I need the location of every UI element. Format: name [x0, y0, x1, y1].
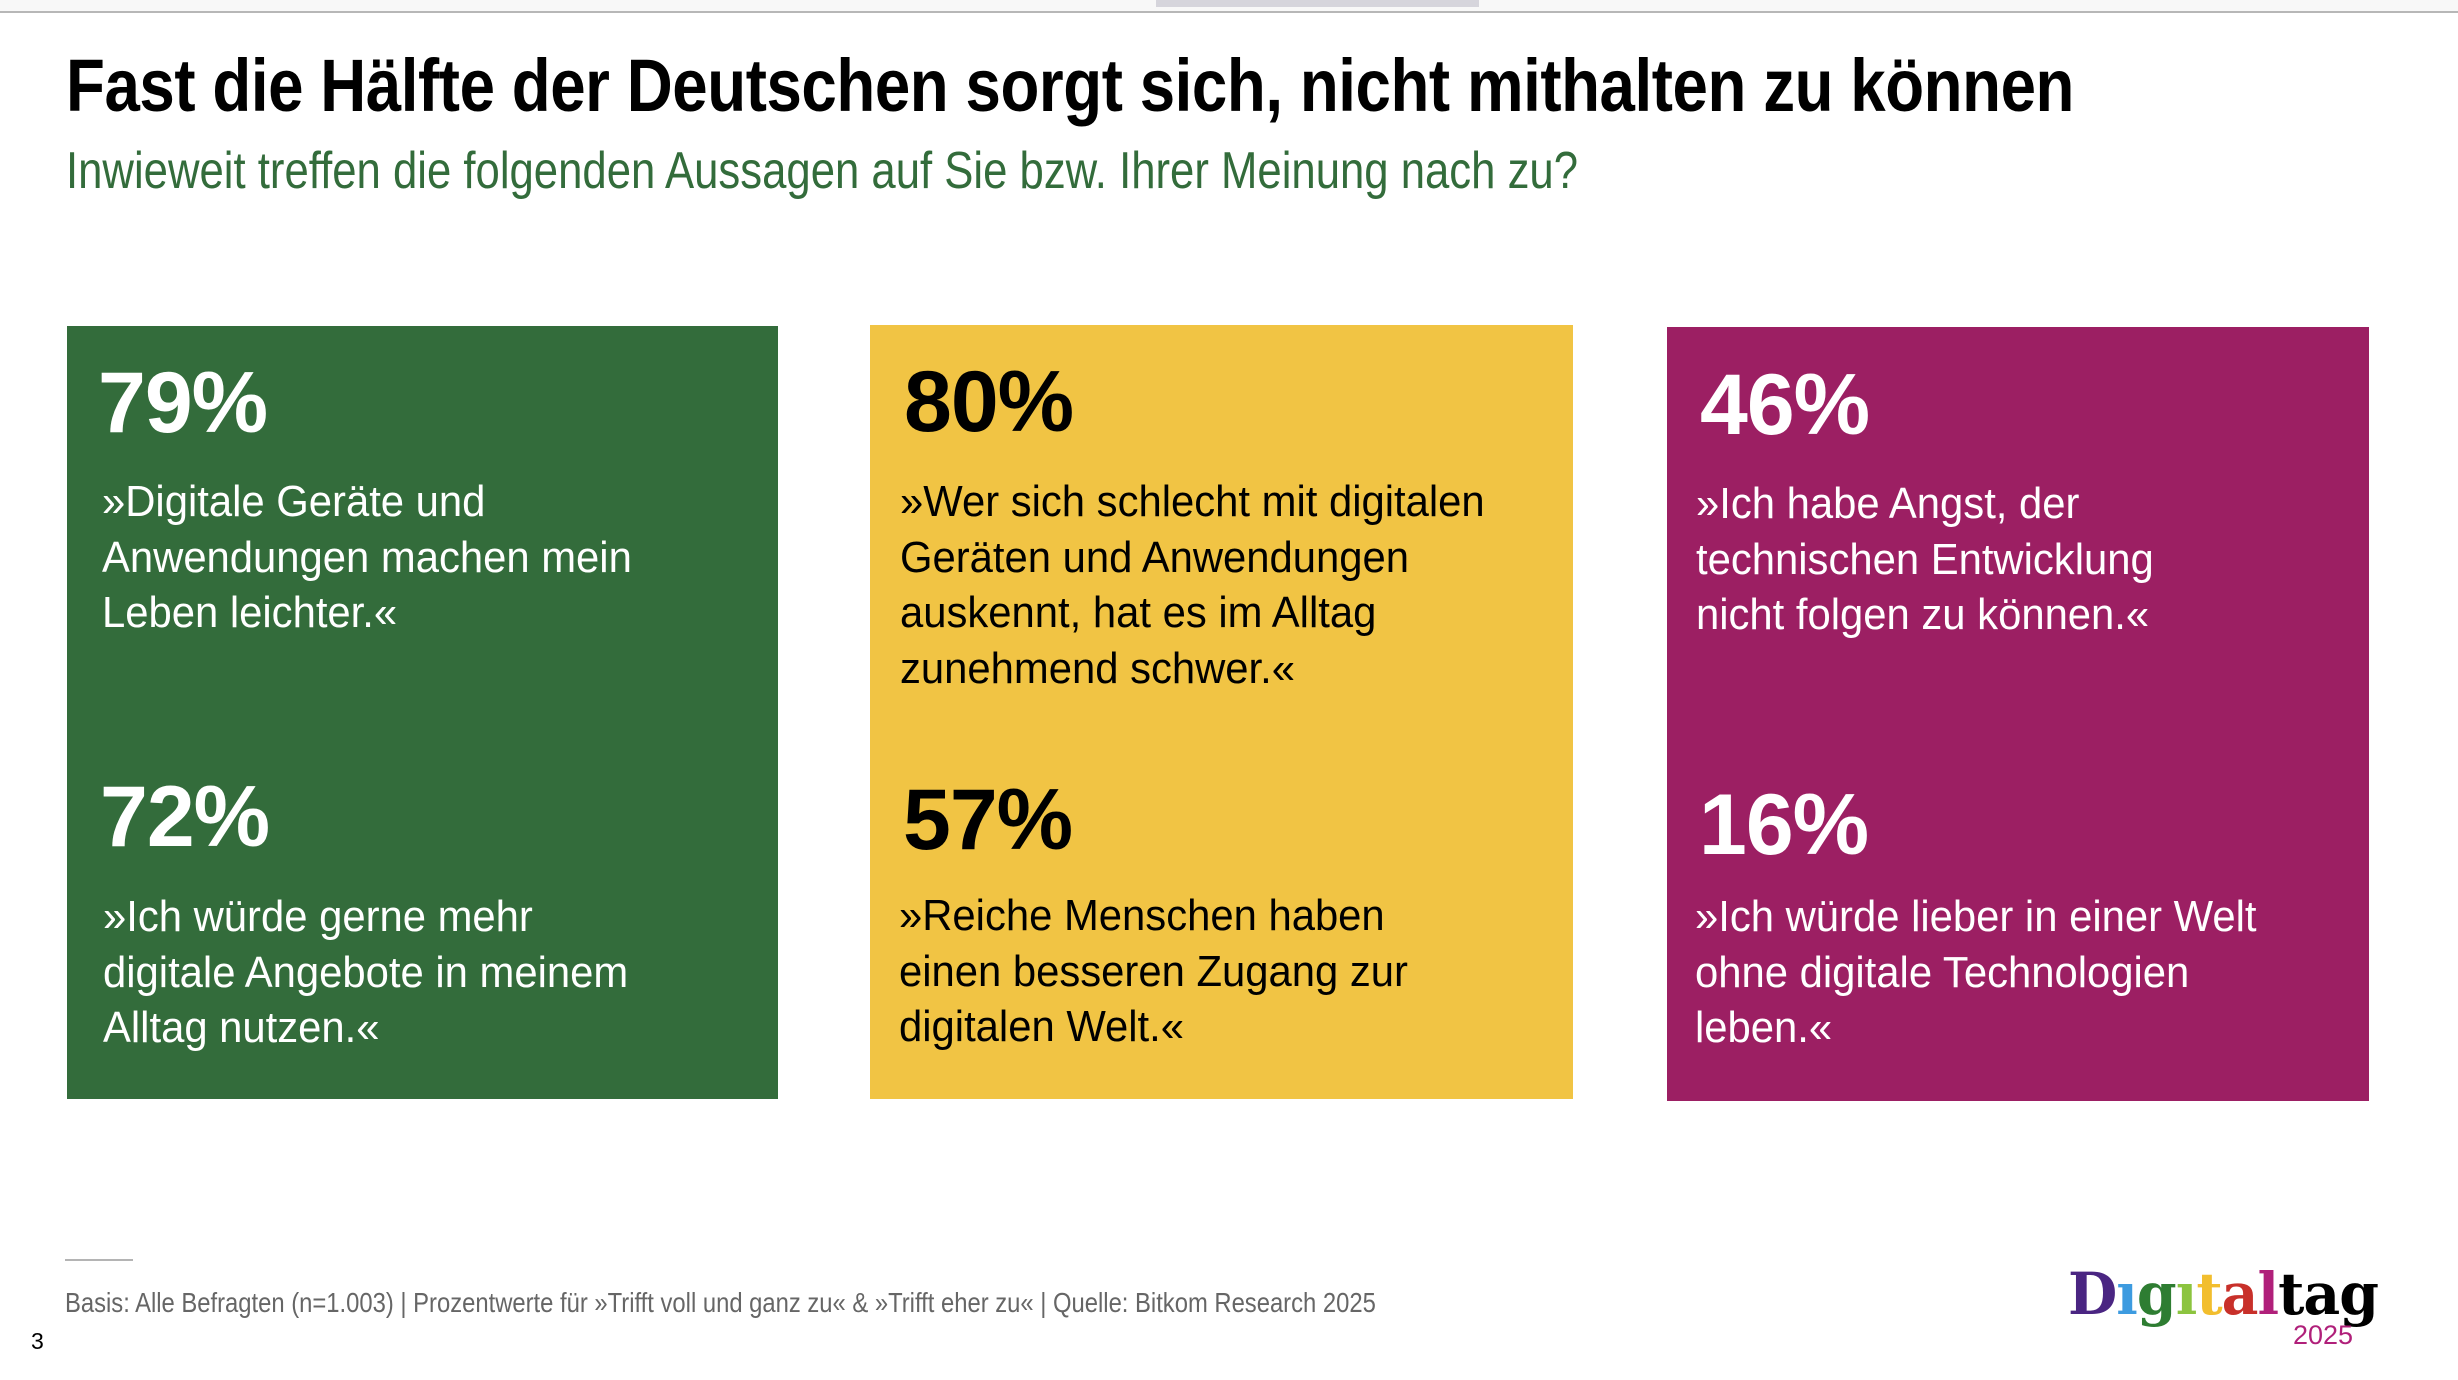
quote-line: ohne digitale Technologien: [1695, 947, 2190, 997]
statement-quote: »Wer sich schlecht mit digitalen Geräten…: [900, 474, 1485, 696]
statement-percent: 46%: [1700, 357, 1870, 453]
quote-line: »Digitale Geräte und: [102, 477, 486, 526]
logo-letter: t: [2278, 1260, 2304, 1328]
quote-line: technischen Entwicklung: [1696, 534, 2154, 584]
footer-divider: [65, 1259, 133, 1261]
statement-percent: 80%: [904, 354, 1074, 450]
statement-quote: »Ich würde lieber in einer Welt ohne dig…: [1695, 889, 2256, 1056]
quote-line: nicht folgen zu können.«: [1696, 590, 2150, 639]
statement-percent: 72%: [100, 769, 270, 865]
statement-percent: 57%: [903, 772, 1073, 868]
statement-card-yellow: 80% »Wer sich schlecht mit digitalen Ger…: [870, 325, 1573, 1099]
statement-quote: »Digitale Geräte und Anwendungen machen …: [102, 474, 632, 641]
statement-quote: »Reiche Menschen haben einen besseren Zu…: [899, 888, 1408, 1055]
statement-percent: 79%: [98, 355, 268, 451]
quote-line: »Wer sich schlecht mit digitalen: [900, 477, 1485, 526]
quote-line: auskennt, hat es im Alltag: [900, 588, 1377, 637]
quote-line: digitalen Welt.«: [899, 1002, 1185, 1051]
statement-card-green: 79% »Digitale Geräte und Anwendungen mac…: [67, 326, 778, 1099]
viewer-top-bar: [0, 0, 2458, 11]
quote-line: leben.«: [1695, 1003, 1833, 1052]
quote-line: Alltag nutzen.«: [103, 1003, 380, 1052]
quote-line: »Reiche Menschen haben: [899, 891, 1385, 940]
statement-card-magenta: 46% »Ich habe Angst, der technischen Ent…: [1667, 327, 2369, 1101]
quote-line: »Ich würde gerne mehr: [103, 892, 533, 941]
slide-title: Fast die Hälfte der Deutschen sorgt sich…: [66, 44, 2074, 127]
quote-line: Leben leichter.«: [102, 588, 398, 637]
logo-letter: a: [2221, 1260, 2259, 1328]
quote-line: »Ich würde lieber in einer Welt: [1695, 892, 2257, 941]
digitaltag-logo: Dıgıtaltag 2025: [2068, 1262, 2388, 1362]
quote-line: »Ich habe Angst, der: [1696, 479, 2080, 528]
viewer-top-border: [0, 11, 2458, 13]
logo-letter: D: [2068, 1260, 2117, 1328]
logo-letter: l: [2257, 1260, 2279, 1328]
logo-letter: ı: [2116, 1260, 2138, 1328]
statement-quote: »Ich habe Angst, der technischen Entwick…: [1696, 476, 2154, 643]
statement-quote: »Ich würde gerne mehr digitale Angebote …: [103, 889, 628, 1056]
logo-wordmark: Dıgıtaltag: [2068, 1260, 2379, 1328]
quote-line: digitale Angebote in meinem: [103, 947, 629, 997]
source-footnote: Basis: Alle Befragten (n=1.003) | Prozen…: [65, 1287, 1376, 1318]
logo-year: 2025: [2293, 1320, 2354, 1350]
logo-letter: g: [2339, 1260, 2379, 1328]
logo-letter: t: [2196, 1260, 2222, 1328]
quote-line: Anwendungen machen mein: [102, 532, 632, 582]
quote-line: zunehmend schwer.«: [900, 643, 1296, 693]
statement-percent: 16%: [1699, 777, 1869, 873]
logo-letter: a: [2303, 1260, 2340, 1328]
page-number: 3: [31, 1328, 44, 1354]
quote-line: einen besseren Zugang zur: [899, 946, 1408, 996]
logo-letter: ı: [2175, 1260, 2198, 1328]
horizontal-scroll-thumb[interactable]: [1156, 0, 1479, 7]
slide-subtitle: Inwieweit treffen die folgenden Aussagen…: [66, 142, 1578, 200]
logo-letter: g: [2136, 1260, 2177, 1328]
quote-line: Geräten und Anwendungen: [900, 532, 1409, 582]
